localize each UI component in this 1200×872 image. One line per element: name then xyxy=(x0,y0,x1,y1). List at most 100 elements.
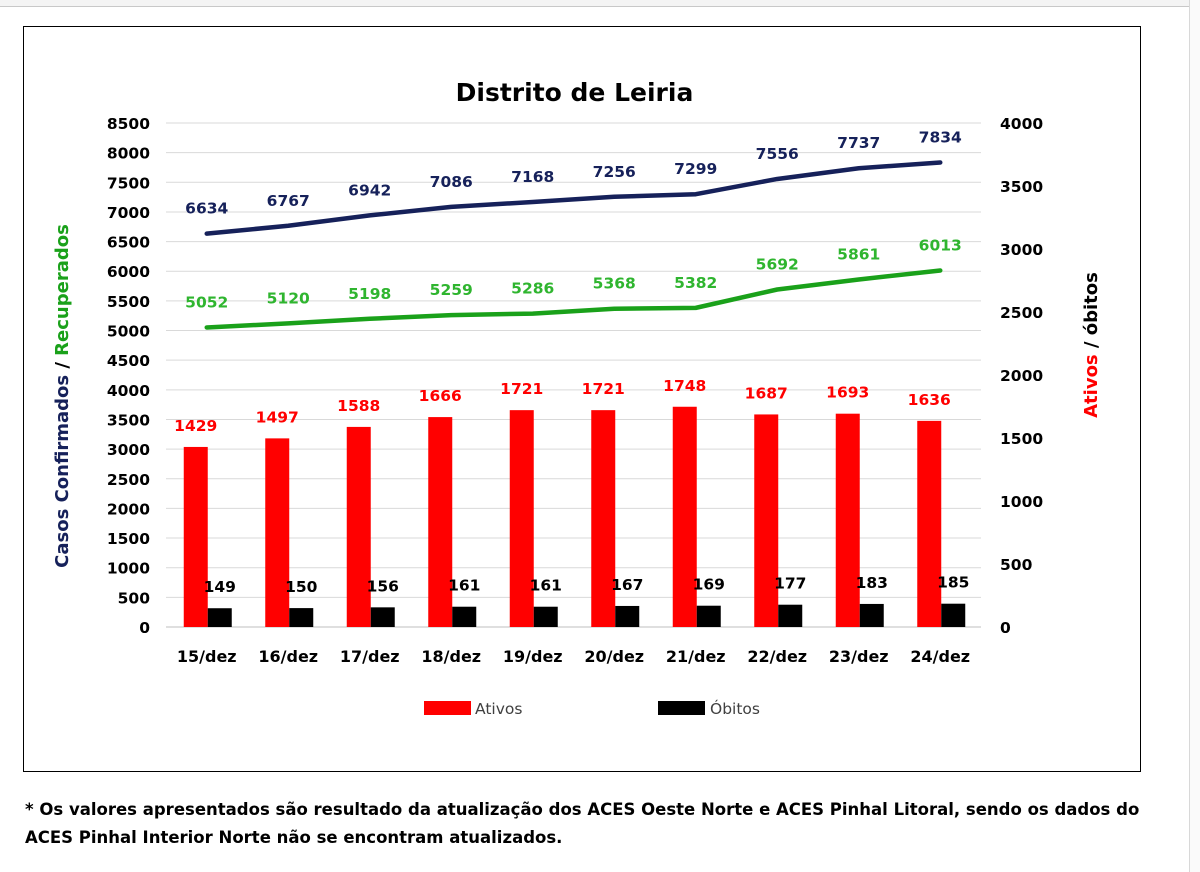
data-label-obitos: 161 xyxy=(448,577,480,595)
data-label-obitos: 167 xyxy=(611,576,643,594)
x-tick-label: 21/dez xyxy=(666,647,726,666)
data-label-casos-confirmados: 7834 xyxy=(919,128,962,146)
data-label-obitos: 149 xyxy=(204,578,236,596)
y-right-axis-title: Ativos / óbitos xyxy=(1081,272,1102,418)
bar-ativos xyxy=(835,413,860,627)
legend-label-obitos: Óbitos xyxy=(710,699,760,718)
y-right-tick-label: 0 xyxy=(1000,619,1011,637)
x-tick-label: 15/dez xyxy=(177,647,237,666)
y-left-tick-label: 5000 xyxy=(107,323,150,341)
y-right-tick-label: 4000 xyxy=(1000,115,1043,133)
chart-title: Distrito de Leiria xyxy=(456,78,694,107)
y-left-tick-label: 500 xyxy=(118,589,151,607)
bar-obitos xyxy=(533,606,558,627)
footnote: * Os valores apresentados são resultado … xyxy=(25,800,1140,847)
data-label-casos-confirmados: 7256 xyxy=(593,163,636,181)
chart-frame: Distrito de Leiria 0 500 1000 1500 2000 2500 30… xyxy=(23,26,1141,772)
y-left-axis-title-part1: Casos Confirmados xyxy=(52,375,73,568)
y-left-tick-label: 3500 xyxy=(107,411,150,429)
y-left-tick-label: 8500 xyxy=(107,115,150,133)
data-label-recuperados: 5692 xyxy=(756,255,799,273)
y-left-tick-label: 4000 xyxy=(107,382,150,400)
y-left-tick-label: 0 xyxy=(139,619,150,637)
x-tick-label: 19/dez xyxy=(503,647,563,666)
data-label-casos-confirmados: 7737 xyxy=(837,134,880,152)
bar-obitos xyxy=(859,603,884,627)
x-tick-label: 17/dez xyxy=(340,647,400,666)
data-label-obitos: 161 xyxy=(530,577,562,595)
y-left-axis-title-sep: / xyxy=(52,356,73,375)
data-label-obitos: 177 xyxy=(774,575,806,593)
y-left-tick-label: 6000 xyxy=(107,263,150,281)
y-left-tick-label: 8000 xyxy=(107,145,150,163)
bar-ativos xyxy=(183,446,208,627)
y-left-axis-title-part2: Recuperados xyxy=(52,224,73,356)
y-right-axis-title-sep: / xyxy=(1081,335,1102,354)
data-label-recuperados: 5382 xyxy=(674,274,717,292)
data-label-recuperados: 5286 xyxy=(511,280,554,298)
data-label-obitos: 169 xyxy=(693,576,725,594)
y-left-axis-title: Casos Confirmados / Recuperados xyxy=(52,224,73,568)
bar-obitos xyxy=(941,603,966,627)
bar-ativos xyxy=(754,414,779,627)
data-label-ativos: 1687 xyxy=(745,384,788,402)
data-label-casos-confirmados: 6767 xyxy=(267,192,310,210)
y-right-axis-title-part1: Ativos xyxy=(1081,354,1102,418)
data-label-ativos: 1429 xyxy=(174,417,217,435)
data-label-casos-confirmados: 7556 xyxy=(756,145,799,163)
data-label-ativos: 1721 xyxy=(500,380,543,398)
window-top-edge xyxy=(0,0,1200,7)
data-label-ativos: 1693 xyxy=(826,384,869,402)
bar-ativos xyxy=(917,420,942,627)
y-left-tick-label: 6500 xyxy=(107,234,150,252)
y-left-tick-label: 3000 xyxy=(107,441,150,459)
bar-obitos xyxy=(778,604,803,627)
data-label-recuperados: 5368 xyxy=(593,275,636,293)
x-tick-label: 18/dez xyxy=(421,647,481,666)
bar-obitos xyxy=(370,607,395,627)
y-right-tick-label: 1500 xyxy=(1000,430,1043,448)
y-right-tick-label: 1000 xyxy=(1000,493,1043,511)
data-label-obitos: 150 xyxy=(285,578,318,596)
legend-swatch-ativos xyxy=(424,701,471,715)
bar-obitos xyxy=(207,608,232,627)
data-label-ativos: 1497 xyxy=(256,408,299,426)
y-left-tick-label: 4500 xyxy=(107,352,150,370)
data-label-recuperados: 5198 xyxy=(348,285,391,303)
bar-ativos xyxy=(672,406,697,627)
y-left-tick-label: 1000 xyxy=(107,560,150,578)
y-right-tick-label: 3500 xyxy=(1000,178,1043,196)
legend-swatch-obitos xyxy=(658,701,705,715)
bar-obitos xyxy=(452,606,477,627)
y-left-tick-label: 5500 xyxy=(107,293,150,311)
x-tick-label: 20/dez xyxy=(584,647,644,666)
bar-ativos xyxy=(265,438,290,627)
bar-ativos xyxy=(428,417,453,627)
x-tick-label: 16/dez xyxy=(258,647,318,666)
bar-ativos xyxy=(346,426,371,627)
y-left-tick-label: 2000 xyxy=(107,500,150,518)
y-left-tick-label: 7000 xyxy=(107,204,150,222)
x-tick-label: 23/dez xyxy=(829,647,889,666)
chart-svg: Distrito de Leiria0500100015002000250030… xyxy=(52,78,1102,718)
x-tick-label: 22/dez xyxy=(747,647,807,666)
data-label-obitos: 156 xyxy=(367,577,399,595)
data-label-recuperados: 5120 xyxy=(267,289,310,307)
line-recuperados xyxy=(204,268,943,330)
data-label-ativos: 1721 xyxy=(582,380,625,398)
y-left-tick-label: 7500 xyxy=(107,174,150,192)
y-right-tick-label: 2500 xyxy=(1000,304,1043,322)
data-label-casos-confirmados: 7086 xyxy=(430,173,473,191)
y-right-tick-label: 2000 xyxy=(1000,367,1043,385)
bar-ativos xyxy=(591,410,616,627)
data-label-ativos: 1588 xyxy=(337,397,380,415)
y-right-tick-label: 500 xyxy=(1000,556,1033,574)
data-label-casos-confirmados: 7168 xyxy=(511,168,554,186)
window-scrollbar-edge xyxy=(1189,0,1200,872)
data-label-ativos: 1636 xyxy=(908,391,951,409)
data-label-casos-confirmados: 6942 xyxy=(348,181,391,199)
bar-obitos xyxy=(615,605,640,627)
data-label-ativos: 1666 xyxy=(419,387,462,405)
data-label-recuperados: 5861 xyxy=(837,245,880,263)
y-right-tick-label: 3000 xyxy=(1000,241,1043,259)
